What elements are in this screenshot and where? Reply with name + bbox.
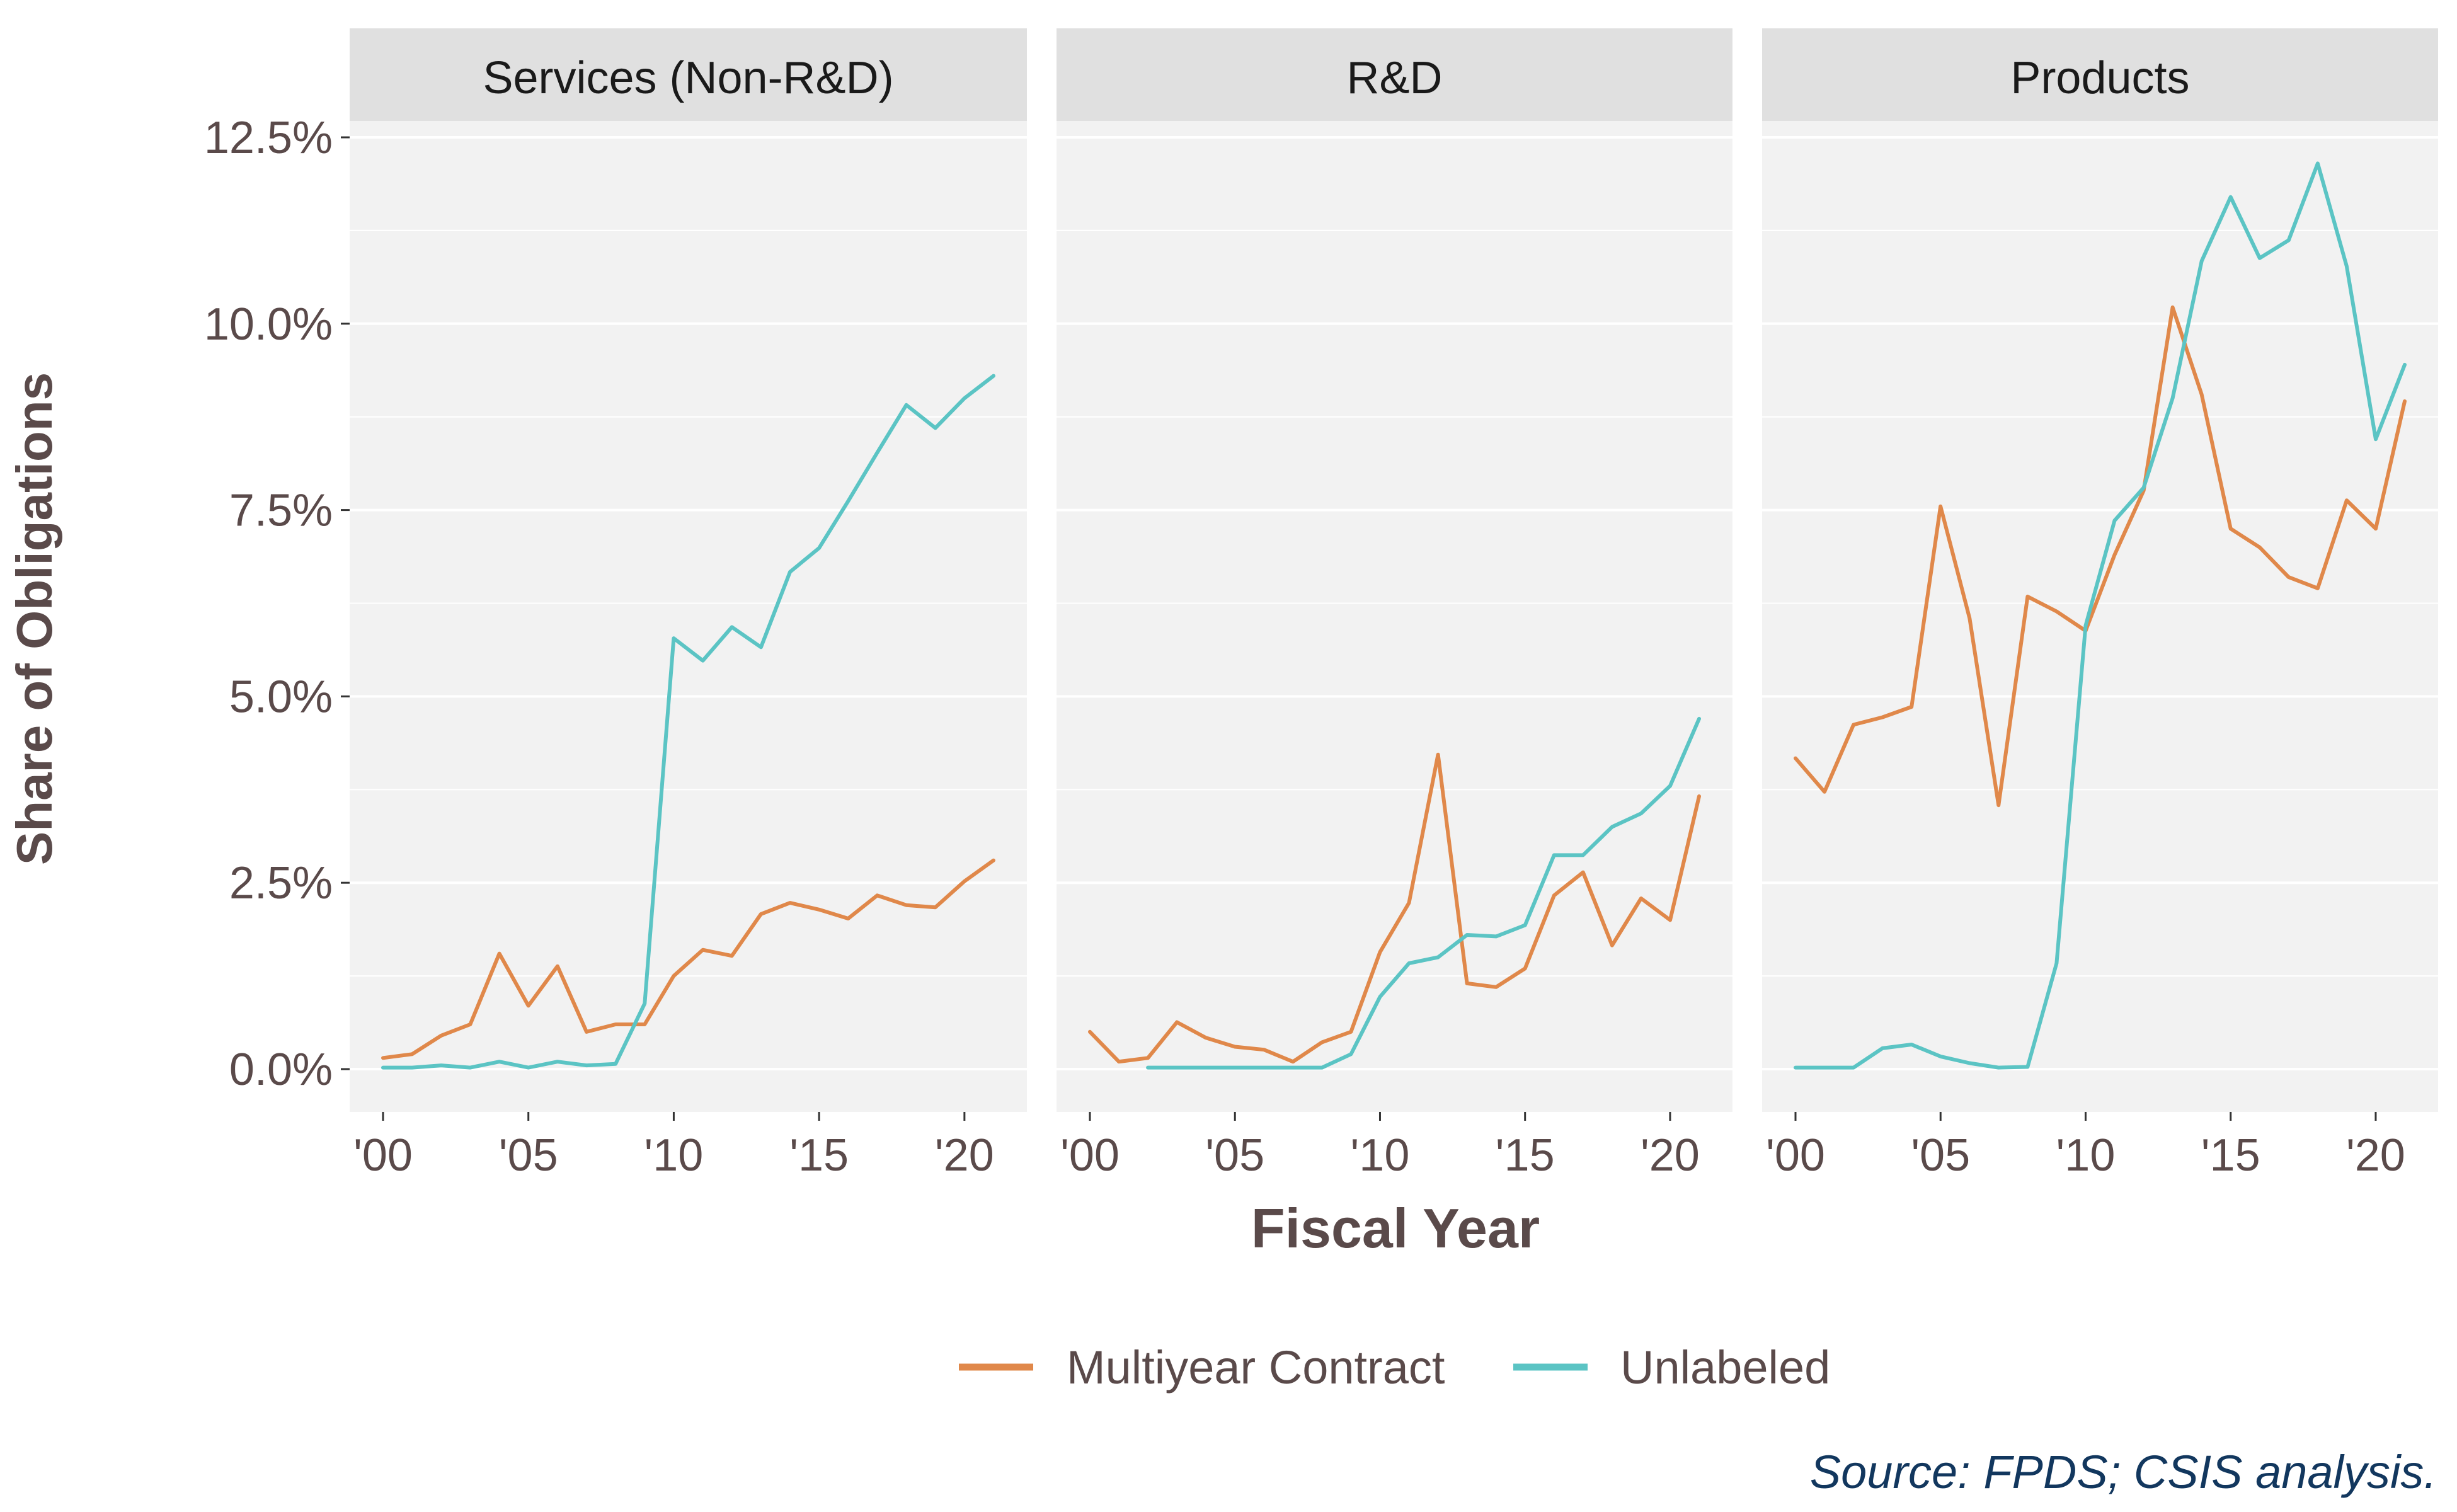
x-tick-label: '00	[1060, 1130, 1120, 1181]
y-tick-label: 2.5%	[229, 858, 333, 908]
x-tick-label: '10	[2056, 1130, 2116, 1181]
facet-panel-services-non-r-d: Services (Non-R&D) '00 '05 '10 '15 '20	[350, 28, 1027, 1181]
y-axis-title: Share of Obligations	[6, 372, 62, 865]
plot-area-products	[1762, 121, 2438, 1112]
x-tick-label: '15	[789, 1130, 849, 1181]
y-tick-label: 10.0%	[204, 299, 333, 350]
facet-title-products: Products	[2010, 53, 2189, 103]
y-tick-label: 5.0%	[229, 672, 333, 722]
x-tick-label: '20	[935, 1130, 994, 1181]
y-axis: 0.0% 2.5% 5.0% 7.5% 10.0% 12.5%	[204, 113, 350, 1095]
source-caption: Source: FPDS; CSIS analysis.	[1810, 1446, 2437, 1498]
series-line-unlabeled-r-d	[1146, 716, 1701, 1070]
x-tick-label: '10	[644, 1130, 704, 1181]
facet-panel-products: Products '00 '05 '10 '15 '20	[1762, 28, 2438, 1181]
facet-strip-products	[1762, 28, 2438, 121]
plot-area-services-non-r-d	[350, 121, 1027, 1112]
legend: Multiyear Contract Unlabeled	[959, 1341, 1830, 1394]
x-tick-label: '20	[1641, 1130, 1700, 1181]
y-tick-label: 7.5%	[229, 486, 333, 536]
legend-item-multiyear: Multiyear Contract	[959, 1341, 1445, 1394]
series-line-multiyear-contract-r-d	[1088, 752, 1701, 1064]
facet-title-r-d: R&D	[1346, 53, 1442, 103]
x-tick-label: '10	[1351, 1130, 1410, 1181]
x-tick-label: '05	[1205, 1130, 1264, 1181]
facet-title-services-non-r-d: Services (Non-R&D)	[483, 53, 893, 103]
x-tick-label: '05	[1911, 1130, 1970, 1181]
x-tick-label: '15	[1496, 1130, 1555, 1181]
x-tick-label: '05	[499, 1130, 558, 1181]
facet-strip-services-non-r-d	[350, 28, 1027, 121]
facet-panel-r-d: R&D '00 '05 '10 '15 '20	[1057, 28, 1732, 1181]
series-line-multiyear-contract-services-non-r-d	[381, 858, 995, 1060]
y-tick-label: 0.0%	[229, 1045, 333, 1095]
series-line-unlabeled-services-non-r-d	[381, 374, 995, 1070]
x-tick-label: '00	[1766, 1130, 1825, 1181]
x-axis-title: Fiscal Year	[1251, 1197, 1540, 1259]
legend-label-multiyear: Multiyear Contract	[1067, 1341, 1445, 1394]
facet-panels: Services (Non-R&D) '00 '05 '10 '15 '20 R&D '00 '…	[350, 28, 2438, 1181]
legend-label-unlabeled: Unlabeled	[1620, 1341, 1830, 1394]
series-line-unlabeled-products	[1794, 161, 2407, 1070]
x-tick-label: '00	[353, 1130, 413, 1181]
x-tick-label: '20	[2346, 1130, 2405, 1181]
facet-strip-r-d	[1057, 28, 1732, 121]
x-tick-label: '15	[2201, 1130, 2260, 1181]
y-tick-label: 12.5%	[204, 113, 333, 163]
legend-item-unlabeled: Unlabeled	[1513, 1341, 1830, 1394]
series-line-multiyear-contract-products	[1794, 305, 2407, 808]
plot-area-r-d	[1057, 121, 1732, 1112]
